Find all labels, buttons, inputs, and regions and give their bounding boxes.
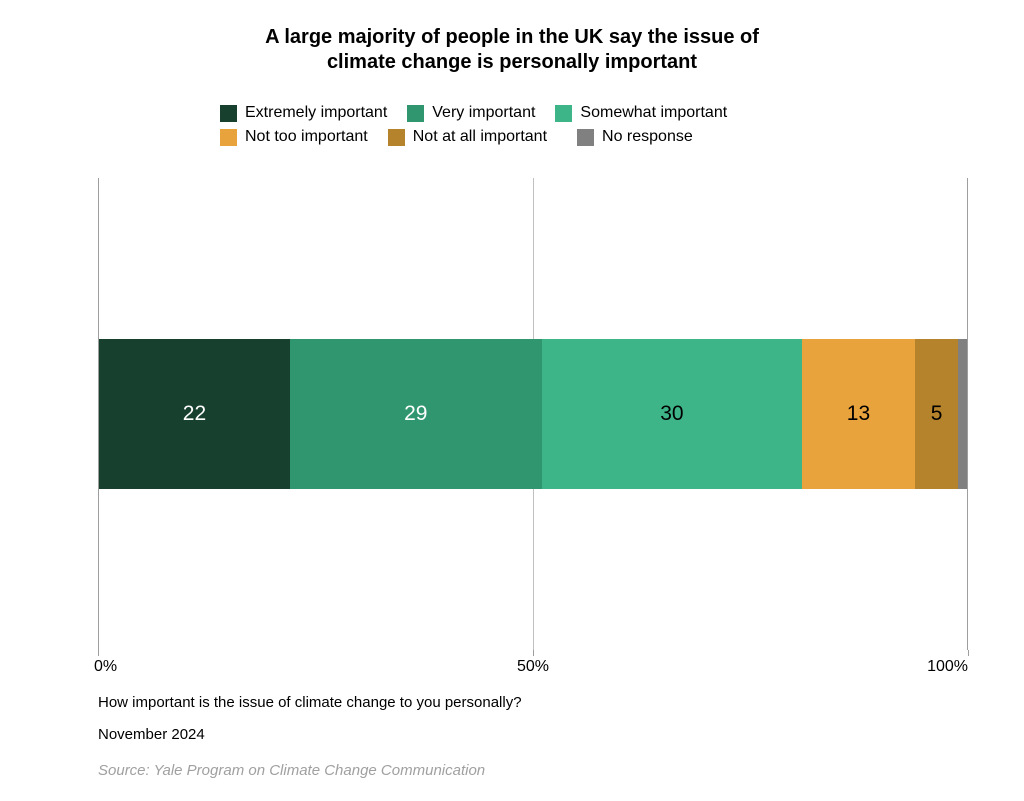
x-axis: 0% 50% 100% — [98, 650, 968, 680]
segment-extremely-important: 22 — [99, 339, 290, 489]
segment-not-too-important: 13 — [802, 339, 915, 489]
source-text: Yale Program on Climate Change Communica… — [150, 762, 485, 779]
legend-swatch — [407, 105, 424, 122]
legend-swatch — [577, 129, 594, 146]
survey-question: How important is the issue of climate ch… — [98, 694, 522, 711]
legend-label: Somewhat important — [580, 104, 727, 122]
legend-item-not-too-important: Not too important — [220, 128, 368, 146]
segment-value: 5 — [931, 402, 943, 426]
legend-item-somewhat-important: Somewhat important — [555, 104, 727, 122]
legend-item-no-response: No response — [577, 128, 693, 146]
survey-date: November 2024 — [98, 726, 205, 743]
tick-mark-100 — [968, 650, 969, 656]
legend-row-2: Not too important Not at all important N… — [220, 128, 820, 146]
legend-item-extremely-important: Extremely important — [220, 104, 387, 122]
chart-title-line2: climate change is personally important — [327, 51, 697, 73]
legend-label: Not at all important — [413, 128, 547, 146]
segment-no-response — [958, 339, 967, 489]
plot-area: 22 29 30 13 5 — [98, 178, 968, 650]
tick-mark-0 — [98, 650, 99, 656]
legend-label: No response — [602, 128, 693, 146]
stacked-bar: 22 29 30 13 5 — [99, 339, 967, 489]
legend-swatch — [555, 105, 572, 122]
tick-label-100: 100% — [927, 658, 968, 676]
legend-label: Very important — [432, 104, 535, 122]
legend-item-not-at-all-important: Not at all important — [388, 128, 547, 146]
legend-swatch — [220, 129, 237, 146]
legend-swatch — [220, 105, 237, 122]
source-attribution: Source: Yale Program on Climate Change C… — [98, 762, 485, 779]
chart-title-line1: A large majority of people in the UK say… — [265, 26, 759, 48]
chart-legend: Extremely important Very important Somew… — [220, 104, 820, 152]
segment-value: 29 — [404, 402, 427, 426]
chart-container: A large majority of people in the UK say… — [0, 0, 1024, 801]
legend-label: Extremely important — [245, 104, 387, 122]
tick-label-50: 50% — [517, 658, 549, 676]
legend-label: Not too important — [245, 128, 368, 146]
legend-row-1: Extremely important Very important Somew… — [220, 104, 820, 122]
segment-value: 30 — [660, 402, 683, 426]
segment-value: 22 — [183, 402, 206, 426]
chart-title: A large majority of people in the UK say… — [0, 25, 1024, 75]
legend-item-very-important: Very important — [407, 104, 535, 122]
segment-very-important: 29 — [290, 339, 542, 489]
tick-mark-50 — [533, 650, 534, 656]
source-prefix: Source: — [98, 762, 150, 779]
segment-somewhat-important: 30 — [542, 339, 802, 489]
segment-not-at-all-important: 5 — [915, 339, 958, 489]
legend-swatch — [388, 129, 405, 146]
segment-value: 13 — [847, 402, 870, 426]
tick-label-0: 0% — [94, 658, 117, 676]
